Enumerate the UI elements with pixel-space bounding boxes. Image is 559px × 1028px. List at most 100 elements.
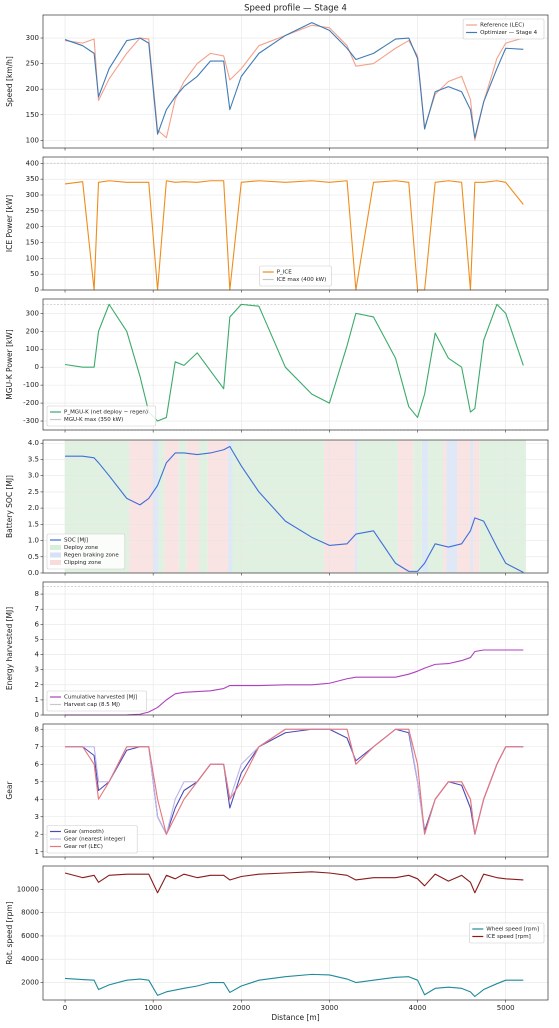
series-line <box>65 728 524 835</box>
y-tick-label: -300 <box>23 417 39 425</box>
series-line <box>64 303 524 422</box>
legend-box <box>259 265 332 287</box>
y-tick-label: 200 <box>26 327 39 335</box>
zone <box>470 440 474 573</box>
y-tick-label: 0.0 <box>28 569 39 577</box>
zone <box>324 440 355 573</box>
zone <box>473 440 480 573</box>
y-tick-label: 150 <box>26 239 39 247</box>
y-tick-label: 150 <box>26 111 39 119</box>
zone <box>228 440 233 573</box>
y-tick-label: -200 <box>23 399 39 407</box>
plot-frame <box>42 439 549 574</box>
y-tick-label: 100 <box>26 254 39 262</box>
zone <box>178 440 187 573</box>
legend-label: Clipping zone <box>64 560 102 566</box>
y-tick-label: 3.5 <box>28 455 39 463</box>
legend: Gear (smooth) Gear (nearest integer)Gear … <box>46 825 138 854</box>
y-tick-label: 7 <box>35 605 39 613</box>
y-tick-label: 0 <box>35 711 39 719</box>
x-tick-label: 4000 <box>409 1004 427 1012</box>
zone <box>158 440 165 573</box>
legend-label: ICE max (400 kW) <box>277 277 327 283</box>
y-axis-label: MGU-K Power [kW] <box>5 329 14 400</box>
panel: -300 -200 -100 0 100 200 300 MGU-K Power [kW] P_… <box>5 298 549 433</box>
y-tick-label: 8000 <box>21 909 39 917</box>
x-tick-label: 3000 <box>321 1004 339 1012</box>
panel: 1 2 3 4 5 6 7 8 Gear Gear (smooth) Gear (nearest i… <box>5 723 549 860</box>
zone <box>421 440 429 573</box>
legend: Reference (LEC)Optimizer — Stage 4 <box>462 18 545 40</box>
y-tick-label: 7 <box>35 743 39 751</box>
y-tick-label: 3.0 <box>28 472 39 480</box>
y-axis-label: Battery SOC [MJ] <box>5 475 14 538</box>
series-line <box>65 649 524 716</box>
x-axis-label: Distance [m] <box>271 1013 319 1022</box>
legend: P_MGU-K (net deploy − regen)MGU-K max (3… <box>46 405 157 427</box>
zone <box>232 440 325 573</box>
legend-label: SOC [MJ] <box>64 538 88 544</box>
legend-box <box>46 690 147 712</box>
legend-label: P_MGU-K (net deploy − regen) <box>64 410 148 416</box>
y-tick-label: 6 <box>35 760 40 768</box>
plot-frame <box>42 156 549 291</box>
legend-label: Reference (LEC) <box>480 23 524 29</box>
legend-label: Regen braking zone <box>64 553 119 559</box>
y-tick-label: 300 <box>26 309 39 317</box>
zone <box>354 440 358 573</box>
legend-label: Gear (nearest integer) <box>64 837 126 843</box>
x-tick-label: 1000 <box>144 1004 162 1012</box>
plot-frame <box>42 581 549 716</box>
y-tick-label: -100 <box>23 381 39 389</box>
zone <box>443 440 447 573</box>
legend-box <box>46 825 138 854</box>
y-tick-label: 100 <box>26 136 39 144</box>
y-tick-label: 10000 <box>17 885 39 893</box>
panel: 0 1000 2000 3000 4000 5000 2000 4000 6000 8000 100… <box>5 865 549 1022</box>
legend-box <box>468 922 545 944</box>
y-tick-label: 1 <box>35 848 39 856</box>
y-axis-label: ICE Power [kW] <box>5 195 14 252</box>
y-tick-label: 1 <box>35 696 39 704</box>
y-tick-label: 0 <box>35 286 39 294</box>
zone <box>153 440 159 573</box>
legend-box <box>462 18 545 40</box>
y-tick-label: 5 <box>35 778 39 786</box>
legend-label: P_ICE <box>277 270 293 276</box>
legend-label: ICE speed [rpm] <box>486 934 530 940</box>
y-tick-label: 5 <box>35 635 39 643</box>
y-tick-label: 250 <box>26 60 39 68</box>
y-tick-label: 8 <box>35 725 39 733</box>
y-tick-label: 200 <box>26 223 39 231</box>
legend-label: MGU-K max (350 kW) <box>64 417 123 423</box>
zone <box>457 440 471 573</box>
y-tick-label: 300 <box>26 34 39 42</box>
x-tick-label: 2000 <box>232 1004 250 1012</box>
series-line <box>64 871 524 894</box>
y-tick-label: 250 <box>26 207 39 215</box>
y-tick-label: 0.5 <box>28 553 39 561</box>
y-tick-label: 6000 <box>21 932 39 940</box>
zone <box>398 440 414 573</box>
zone <box>164 440 179 573</box>
legend-label: Gear (smooth) <box>64 829 104 835</box>
y-tick-label: 2 <box>35 830 39 838</box>
legend: Cumulative harvested [MJ]Harvest cap (8.… <box>46 690 147 712</box>
legend-label: Optimizer — Stage 4 <box>480 30 538 36</box>
series-line <box>64 180 524 291</box>
panel: 0 1 2 3 4 5 6 7 8 Energy harvested [MJ] Cumulative… <box>5 581 549 719</box>
panel: 0 50 100 150 200 250 300 350 400 ICE Power [kW] P_… <box>5 156 549 294</box>
series-line <box>64 973 524 998</box>
legend-swatch <box>50 552 61 558</box>
y-axis-label: Speed [km/h] <box>5 56 14 107</box>
chart-title: Speed profile — Stage 4 <box>244 4 347 14</box>
panel: Speed profile — Stage 4 100 150 200 250 300 Sp… <box>5 4 549 151</box>
y-tick-label: 6 <box>35 620 40 628</box>
series-line <box>64 22 524 139</box>
zone <box>129 440 154 573</box>
legend-label: Deploy zone <box>64 545 99 551</box>
y-tick-label: 8 <box>35 590 39 598</box>
panel: 0.0 0.5 1.0 1.5 2.0 2.5 3.0 3.5 4.0 Battery SOC [… <box>5 439 549 577</box>
y-tick-label: 50 <box>30 270 39 278</box>
